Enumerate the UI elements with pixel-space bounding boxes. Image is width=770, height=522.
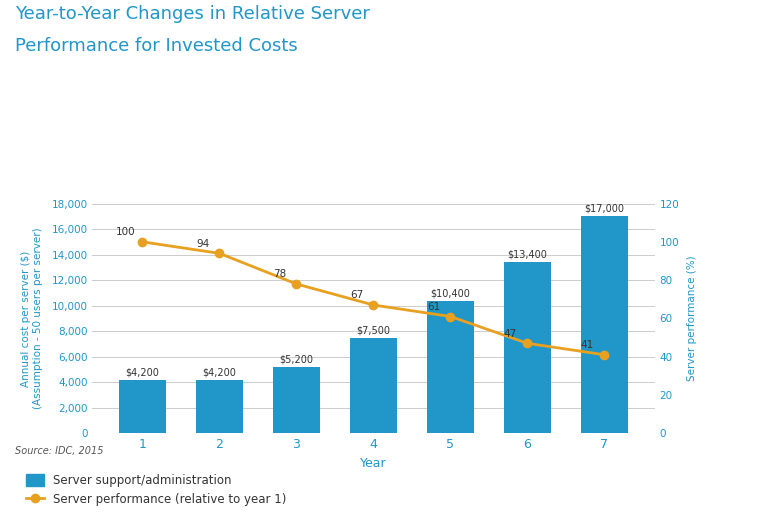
Text: 78: 78 — [273, 269, 286, 279]
Text: $5,200: $5,200 — [280, 354, 313, 364]
Text: $13,400: $13,400 — [507, 250, 547, 260]
Text: 94: 94 — [196, 239, 209, 248]
Legend: Server support/administration, Server performance (relative to year 1): Server support/administration, Server pe… — [22, 469, 291, 511]
Text: $4,200: $4,200 — [126, 367, 159, 377]
Bar — [427, 301, 474, 433]
Text: $17,000: $17,000 — [584, 204, 624, 214]
Y-axis label: Server performance (%): Server performance (%) — [688, 256, 698, 381]
Bar — [581, 216, 628, 433]
Bar — [273, 367, 320, 433]
Text: 67: 67 — [350, 290, 363, 300]
X-axis label: Year: Year — [360, 457, 387, 470]
Bar — [119, 379, 166, 433]
Text: 61: 61 — [427, 302, 440, 312]
Text: Year-to-Year Changes in Relative Server: Year-to-Year Changes in Relative Server — [15, 5, 370, 23]
Bar — [196, 379, 243, 433]
Text: 41: 41 — [581, 340, 594, 350]
Text: Performance for Invested Costs: Performance for Invested Costs — [15, 37, 298, 54]
Text: 47: 47 — [504, 328, 517, 339]
Bar — [504, 262, 551, 433]
Text: Source: IDC, 2015: Source: IDC, 2015 — [15, 446, 104, 456]
Y-axis label: Annual cost per server ($)
(Assumption - 50 users per server): Annual cost per server ($) (Assumption -… — [22, 228, 43, 409]
Text: 100: 100 — [116, 227, 136, 237]
Bar — [350, 338, 397, 433]
Text: $4,200: $4,200 — [203, 367, 236, 377]
Text: $7,500: $7,500 — [357, 325, 390, 335]
Text: $10,400: $10,400 — [430, 288, 470, 298]
